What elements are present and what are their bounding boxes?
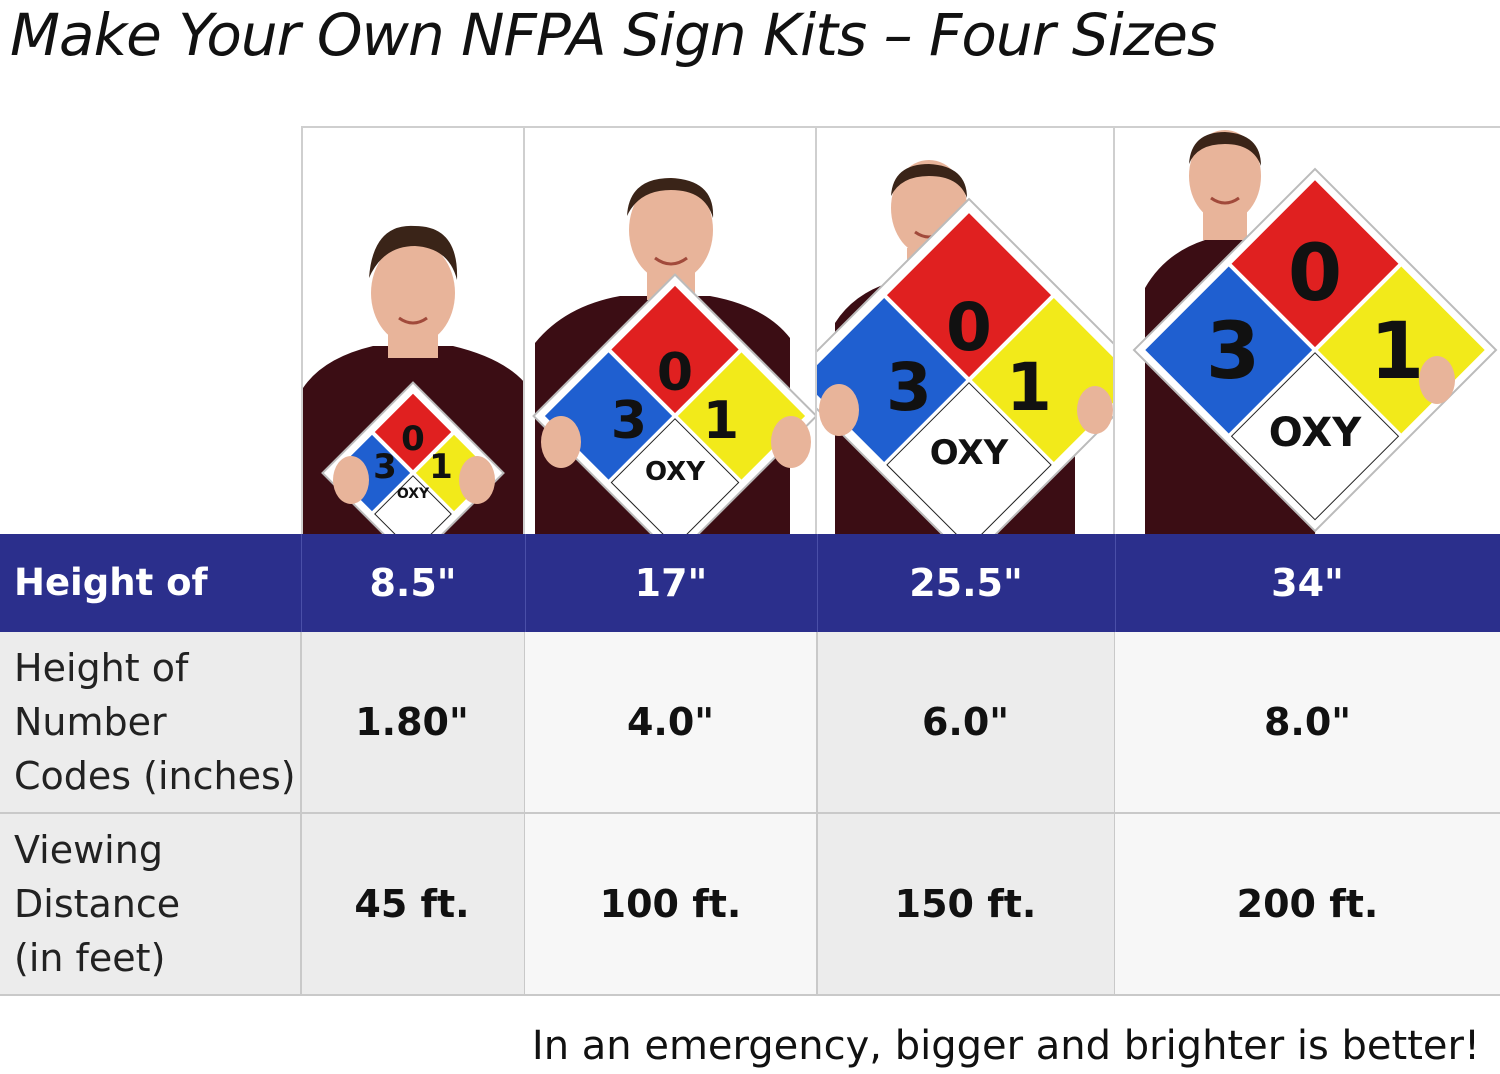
person-holding-sign-photo: 0 3 1 OXY bbox=[1132, 130, 1498, 536]
sign-height-cell: 34" bbox=[1271, 561, 1344, 605]
person-holding-sign-photo: 0 3 1 OXY bbox=[532, 178, 817, 536]
instability-rating: 1 bbox=[1006, 349, 1052, 426]
special-square bbox=[1230, 352, 1400, 521]
photo-size-2: 0 3 1 OXY bbox=[523, 128, 817, 536]
photo-size-4: 0 3 1 OXY bbox=[1113, 128, 1500, 536]
special-square bbox=[374, 475, 452, 536]
special-code: OXY bbox=[1269, 410, 1362, 456]
row-label-sign-height: Height of Sign bbox=[0, 534, 302, 702]
health-square bbox=[1145, 266, 1313, 434]
sign-height-cell: 17" bbox=[525, 534, 818, 632]
viewing-distance-cell: 200 ft. bbox=[1115, 814, 1500, 994]
fire-rating: 0 bbox=[401, 419, 425, 459]
health-rating: 3 bbox=[611, 391, 647, 451]
photo-size-3: 0 3 1 OXY bbox=[815, 128, 1115, 536]
special-square bbox=[886, 382, 1052, 536]
instability-rating: 1 bbox=[1370, 307, 1424, 397]
photo-row: 0 3 1 OXY 0 3 1 OXY bbox=[301, 126, 1500, 536]
health-rating: 3 bbox=[886, 349, 932, 426]
number-height-cell: 4.0" bbox=[525, 632, 818, 812]
special-square bbox=[610, 418, 740, 536]
photo-size-1: 0 3 1 OXY bbox=[301, 128, 525, 536]
instability-rating: 1 bbox=[429, 447, 453, 487]
instability-rating: 1 bbox=[703, 391, 739, 451]
health-rating: 3 bbox=[1206, 307, 1260, 397]
fire-rating: 0 bbox=[1288, 229, 1342, 319]
special-code: OXY bbox=[930, 433, 1009, 473]
person-holding-sign-photo: 0 3 1 OXY bbox=[303, 225, 525, 536]
fire-rating: 0 bbox=[946, 289, 992, 366]
health-rating: 3 bbox=[373, 447, 397, 487]
viewing-distance-row: Viewing Distance (in feet) 45 ft. 100 ft… bbox=[0, 814, 1500, 996]
fire-square bbox=[374, 393, 452, 471]
sign-height-cell: 8.5" bbox=[301, 534, 526, 632]
row-label-viewing-distance: Viewing Distance (in feet) bbox=[0, 814, 302, 994]
page-title: Make Your Own NFPA Sign Kits – Four Size… bbox=[10, 1, 1217, 69]
sign-height-row: Height of Sign 8.5" 17" 25.5" 34" bbox=[0, 534, 1500, 702]
sign-height-cell: 25.5" bbox=[817, 534, 1116, 632]
special-code: OXY bbox=[397, 486, 430, 502]
person-holding-sign-photo: 0 3 1 OXY bbox=[817, 160, 1115, 536]
viewing-distance-cell: 100 ft. bbox=[525, 814, 818, 994]
viewing-distance-cell: 45 ft. bbox=[300, 814, 526, 994]
number-height-cell: 6.0" bbox=[817, 632, 1116, 812]
footer-tagline: In an emergency, bigger and brighter is … bbox=[531, 1023, 1480, 1069]
number-height-cell: 8.0" bbox=[1115, 632, 1500, 812]
viewing-distance-cell: 150 ft. bbox=[817, 814, 1116, 994]
number-height-row: Height of Number Codes (inches) 1.80" 4.… bbox=[0, 632, 1500, 814]
fire-rating: 0 bbox=[657, 343, 693, 403]
number-height-cell: 1.80" bbox=[300, 632, 526, 812]
special-code: OXY bbox=[645, 457, 706, 487]
row-label-number-height: Height of Number Codes (inches) bbox=[0, 632, 302, 812]
